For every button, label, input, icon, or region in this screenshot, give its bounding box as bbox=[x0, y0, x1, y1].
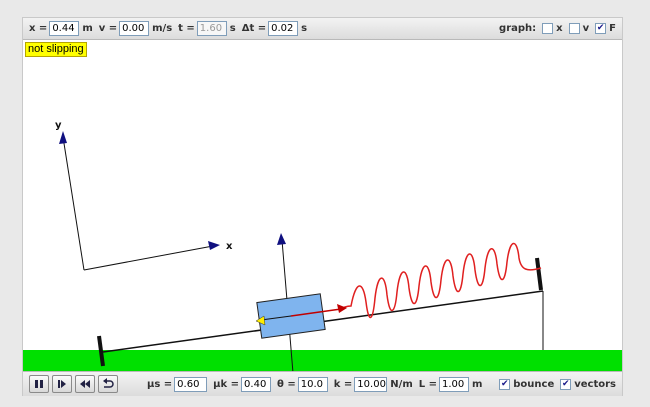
normal-vector-arrowhead bbox=[277, 233, 286, 245]
left-stopper bbox=[97, 335, 105, 367]
step-forward-icon bbox=[58, 380, 66, 388]
spring-force-vector bbox=[290, 308, 342, 317]
v-label: v = bbox=[98, 23, 118, 34]
friction-vector bbox=[260, 315, 292, 321]
graph-x-checkbox-box[interactable] bbox=[542, 23, 554, 34]
t-label: t = bbox=[178, 23, 195, 34]
bottom-toolbar: μs = 0.60 μk = 0.40 θ = 10.0 k = 10.00 N… bbox=[23, 371, 622, 396]
t-input: 1.60 bbox=[196, 21, 227, 36]
x-axis-arrowhead bbox=[208, 241, 220, 250]
rewind-button[interactable] bbox=[75, 375, 95, 393]
theta-label: θ = bbox=[277, 378, 296, 390]
vectors-checkbox-label: vectors bbox=[574, 378, 616, 390]
pause-button[interactable] bbox=[29, 375, 49, 393]
vectors-checkbox[interactable]: ✔ vectors bbox=[560, 378, 616, 390]
theta-field-group: θ = 10.0 bbox=[277, 376, 328, 392]
k-input[interactable]: 10.00 bbox=[354, 376, 388, 392]
slip-status-label: not slipping bbox=[25, 42, 87, 57]
simulation-panel: x = 0.44 m v = 0.00 m/s t = 1.60 s Δt = … bbox=[22, 17, 623, 396]
L-input[interactable]: 1.00 bbox=[438, 376, 469, 392]
simulation-canvas[interactable]: y x bbox=[23, 40, 622, 371]
mus-field-group: μs = 0.60 bbox=[147, 376, 208, 392]
x-field-group: x = 0.44 m bbox=[29, 21, 93, 36]
graph-label: graph: bbox=[499, 23, 537, 34]
dt-field-group: Δt = 0.02 s bbox=[242, 21, 307, 36]
coordinate-axes: y x bbox=[55, 120, 233, 271]
v-input[interactable]: 0.00 bbox=[119, 21, 150, 36]
rewind-icon bbox=[80, 380, 90, 388]
L-field-group: L = 1.00 m bbox=[418, 376, 483, 392]
reset-button[interactable] bbox=[98, 375, 118, 393]
t-field-group: t = 1.60 s bbox=[178, 21, 236, 36]
muk-label: μk = bbox=[213, 378, 240, 390]
k-label: k = bbox=[333, 378, 353, 390]
graph-v-checkbox[interactable]: v bbox=[568, 23, 590, 34]
dt-unit: s bbox=[301, 23, 308, 34]
friction-arrowhead bbox=[255, 315, 266, 326]
theta-input[interactable]: 10.0 bbox=[297, 376, 328, 392]
graph-x-checkbox[interactable]: x bbox=[542, 23, 563, 34]
reset-icon bbox=[103, 378, 114, 388]
x-axis-label: x bbox=[226, 241, 233, 252]
muk-field-group: μk = 0.40 bbox=[213, 376, 272, 392]
mus-input[interactable]: 0.60 bbox=[174, 376, 208, 392]
L-unit: m bbox=[471, 378, 483, 390]
bounce-checkbox-label: bounce bbox=[513, 378, 555, 390]
bounce-checkbox-box[interactable]: ✔ bbox=[499, 378, 511, 390]
x-input[interactable]: 0.44 bbox=[49, 21, 80, 36]
graph-f-checkbox-label: F bbox=[609, 23, 616, 34]
muk-input[interactable]: 0.40 bbox=[241, 376, 272, 392]
L-label: L = bbox=[418, 378, 437, 390]
x-axis-line bbox=[83, 245, 214, 271]
graph-f-checkbox-box[interactable]: ✔ bbox=[595, 23, 607, 34]
y-axis-arrowhead bbox=[59, 131, 67, 144]
graph-v-checkbox-box[interactable] bbox=[568, 23, 580, 34]
bounce-checkbox[interactable]: ✔ bounce bbox=[499, 378, 555, 390]
vectors-checkbox-box[interactable]: ✔ bbox=[560, 378, 572, 390]
t-unit: s bbox=[229, 23, 236, 34]
graph-x-checkbox-label: x bbox=[556, 23, 563, 34]
k-unit: N/m bbox=[390, 378, 413, 390]
v-field-group: v = 0.00 m/s bbox=[99, 21, 172, 36]
mus-label: μs = bbox=[147, 378, 173, 390]
x-label: x = bbox=[29, 23, 48, 34]
spring-force-arrowhead bbox=[337, 304, 347, 313]
top-toolbar: x = 0.44 m v = 0.00 m/s t = 1.60 s Δt = … bbox=[23, 18, 622, 40]
step-forward-button[interactable] bbox=[52, 375, 72, 393]
graph-f-checkbox[interactable]: ✔ F bbox=[595, 23, 616, 34]
dt-input[interactable]: 0.02 bbox=[268, 21, 299, 36]
ground bbox=[23, 350, 622, 371]
y-axis-line bbox=[62, 136, 85, 271]
pause-icon bbox=[35, 380, 43, 388]
spring bbox=[338, 242, 542, 318]
v-unit: m/s bbox=[152, 23, 173, 34]
k-field-group: k = 10.00 N/m bbox=[333, 376, 413, 392]
y-axis-label: y bbox=[55, 120, 62, 131]
dt-label: Δt = bbox=[241, 23, 267, 34]
x-unit: m bbox=[82, 23, 93, 34]
graph-v-checkbox-label: v bbox=[582, 23, 590, 34]
right-stopper bbox=[535, 257, 543, 291]
